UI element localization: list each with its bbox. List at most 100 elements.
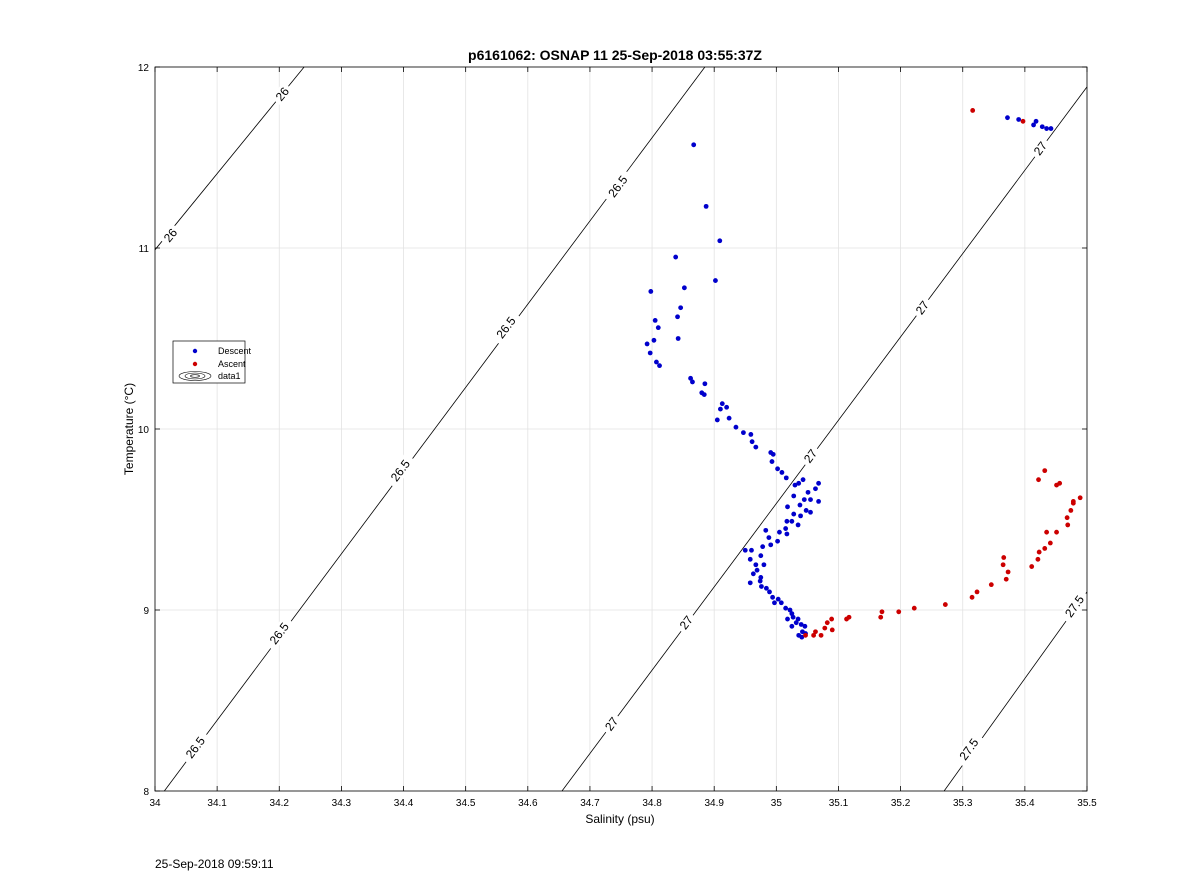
descent-point [1031,122,1036,128]
descent-point [787,607,793,613]
descent-point [767,589,772,595]
descent-point [795,616,801,622]
ascent-point [988,582,994,588]
ascent-point [970,108,976,113]
legend-ascent-marker [192,361,198,367]
descent-point [644,341,650,347]
descent-point [675,314,680,320]
descent-point [750,571,756,577]
descent-point [749,547,754,553]
descent-point [808,509,813,515]
descent-point [1044,126,1050,131]
y-tick-label: 9 [143,606,149,617]
ascent-point [846,614,852,620]
descent-point [805,489,811,495]
descent-point [816,480,821,486]
descent-point [775,596,781,602]
ascent-point [1054,529,1059,535]
ascent-point [829,616,835,622]
descent-point [1016,117,1022,122]
contour-label-bg [602,168,634,205]
descent-point [1048,126,1054,131]
descent-point [651,337,657,343]
descent-point [747,580,753,586]
legend-descent-label: Descent [218,346,252,356]
contour-label-bg [179,729,212,766]
y-tick-label: 8 [143,787,149,798]
descent-point [801,497,807,502]
descent-point [793,620,799,626]
legend-data1-label: data1 [218,371,241,381]
legend-ascent-label: Ascent [218,359,246,369]
y-tick-label: 12 [138,63,150,74]
descent-point [784,518,790,524]
x-tick-label: 34 [149,798,161,809]
descent-point [768,542,774,548]
descent-point [779,470,785,475]
descent-point [655,325,661,331]
descent-point [759,584,764,589]
ascent-point [1029,564,1035,569]
contour-label: 26 [270,81,295,107]
descent-point [798,622,804,627]
descent-point [652,318,658,323]
descent-point [675,336,681,341]
descent-point [783,475,789,481]
x-tick-label: 34.7 [580,798,600,809]
contour-label-bg [953,731,985,768]
descent-point [747,556,753,562]
ascent-point [878,614,884,620]
descent-point [770,594,776,600]
ascent-point [911,605,917,611]
ascent-point [1035,556,1041,562]
contour-label: 26 [158,223,183,248]
descent-point [789,611,795,617]
x-tick-label: 35.3 [953,798,973,809]
ascent-point [942,602,948,607]
descent-point [688,375,693,381]
descent-point [798,513,803,519]
descent-point [772,600,777,606]
ascent-point [1036,549,1042,555]
ascent-point [1068,508,1074,513]
contour-label: 26.5 [490,309,522,346]
descent-point [791,493,797,499]
contour-label-bg [158,223,183,248]
footer-timestamp: 25-Sep-2018 09:59:11 [155,857,274,871]
descent-point [791,511,797,517]
descent-point [691,142,697,148]
descent-point [647,350,653,356]
ascent-point [803,632,808,638]
ascent-point [969,594,975,600]
x-tick-label: 35.1 [829,798,849,809]
descent-point [681,285,687,291]
descent-point [784,531,790,537]
descent-point [800,477,806,483]
ascent-point [818,632,824,638]
ascent-point [1000,562,1006,568]
descent-point [785,504,790,510]
x-tick-label: 34.9 [704,798,724,809]
x-tick-label: 34.2 [270,798,290,809]
descent-point [789,518,795,524]
descent-point [748,432,754,437]
contour-label-bg [674,610,698,635]
descent-point [703,203,709,209]
contour-label-bg [910,295,934,320]
descent-point [749,439,755,445]
x-axis-label: Salinity (psu) [585,812,654,826]
ascent-point [1064,515,1070,521]
descent-point [1005,115,1010,121]
x-tick-label: 35.5 [1077,798,1097,809]
descent-point [783,605,789,611]
descent-point [797,502,803,508]
contour-label: 27 [1028,136,1052,161]
descent-point [813,486,818,492]
contour-label-bg [270,81,295,107]
y-axis-label: Temperature (°C) [122,383,136,475]
legend-descent-marker [192,348,198,354]
descent-point [816,499,821,504]
contour-label-bg [490,309,522,346]
contour-label: 27 [600,711,624,737]
